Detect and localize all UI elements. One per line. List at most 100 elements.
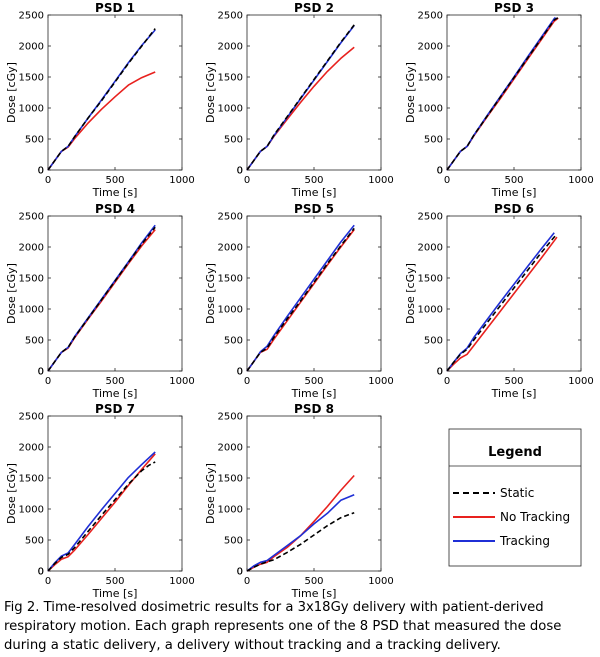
series-line-no-tracking [246, 46, 355, 171]
x-tick-label: 1000 [568, 175, 593, 186]
x-axis-label: Time [s] [92, 186, 138, 199]
chart-title: PSD 2 [294, 1, 334, 15]
y-tick-label: 0 [237, 367, 243, 378]
y-axis-label: Dose [cGy] [404, 263, 417, 324]
y-tick-label: 1500 [218, 274, 243, 285]
series-line-tracking [246, 224, 355, 372]
series-line-tracking [47, 451, 156, 572]
x-tick-label: 0 [45, 376, 51, 387]
y-tick-label: 1000 [19, 104, 44, 115]
y-tick-label: 1500 [19, 73, 44, 84]
series-line-static [47, 461, 156, 572]
y-tick-label: 1000 [418, 104, 443, 115]
y-tick-label: 0 [38, 567, 44, 578]
y-tick-label: 500 [25, 536, 44, 547]
chart-title: PSD 7 [95, 402, 135, 416]
x-tick-label: 500 [304, 376, 323, 387]
series-line-static [47, 226, 156, 372]
series-line-tracking [446, 232, 555, 372]
x-axis-label: Time [s] [92, 587, 138, 600]
x-axis-label: Time [s] [291, 587, 337, 600]
y-tick-label: 1500 [19, 474, 44, 485]
x-axis-label: Time [s] [92, 387, 138, 400]
x-axis-label: Time [s] [491, 387, 537, 400]
y-tick-label: 2500 [218, 212, 243, 223]
x-tick-label: 0 [244, 576, 250, 587]
x-axis-label: Time [s] [291, 186, 337, 199]
series-line-no-tracking [47, 71, 156, 171]
y-tick-label: 2000 [418, 243, 443, 254]
figure-caption: Fig 2. Time-resolved dosimetric results … [4, 600, 562, 653]
y-axis-label: Dose [cGy] [5, 263, 18, 324]
chart-title: PSD 5 [294, 202, 334, 216]
y-tick-label: 1500 [218, 73, 243, 84]
x-tick-label: 500 [304, 576, 323, 587]
y-tick-label: 500 [424, 135, 443, 146]
y-tick-label: 0 [38, 367, 44, 378]
legend-title: Legend [488, 445, 542, 460]
y-tick-label: 0 [437, 367, 443, 378]
series-line-static [446, 234, 558, 372]
y-tick-label: 2500 [418, 212, 443, 223]
y-tick-label: 500 [224, 135, 243, 146]
plot-frame [246, 215, 382, 372]
series-line-static [246, 24, 355, 171]
x-tick-label: 1000 [368, 376, 393, 387]
y-tick-label: 1000 [19, 305, 44, 316]
y-tick-label: 0 [437, 166, 443, 177]
legend: Legend Static No Tracking Tracking [448, 428, 582, 567]
y-tick-label: 0 [237, 567, 243, 578]
x-tick-label: 1000 [568, 376, 593, 387]
series-line-tracking [446, 16, 557, 171]
x-tick-label: 0 [444, 175, 450, 186]
plot-frame [246, 415, 382, 572]
y-tick-label: 500 [25, 336, 44, 347]
x-tick-label: 500 [105, 576, 124, 587]
y-tick-label: 0 [38, 567, 44, 578]
x-tick-label: 0 [45, 576, 51, 587]
y-tick-label: 1000 [19, 505, 44, 516]
y-tick-label: 1000 [218, 505, 243, 516]
series-line-no-tracking [446, 236, 558, 372]
y-tick-label: 2500 [19, 11, 44, 22]
y-tick-label: 1000 [218, 305, 243, 316]
x-tick-label: 500 [504, 175, 523, 186]
y-tick-label: 500 [424, 336, 443, 347]
x-tick-label: 0 [444, 376, 450, 387]
legend-label-no-tracking: No Tracking [500, 510, 570, 524]
y-tick-label: 2500 [218, 11, 243, 22]
y-tick-label: 0 [38, 166, 44, 177]
y-tick-label: 2500 [19, 412, 44, 423]
y-tick-label: 500 [224, 336, 243, 347]
y-tick-label: 500 [224, 536, 243, 547]
y-tick-label: 2000 [218, 443, 243, 454]
y-tick-label: 2000 [218, 243, 243, 254]
x-tick-label: 500 [105, 376, 124, 387]
x-axis-label: Time [s] [291, 387, 337, 400]
x-tick-label: 500 [504, 376, 523, 387]
y-tick-label: 2000 [19, 443, 44, 454]
y-axis-label: Dose [cGy] [204, 62, 217, 123]
y-tick-label: 2000 [218, 42, 243, 53]
x-tick-label: 500 [304, 175, 323, 186]
series-line-no-tracking [47, 453, 156, 572]
y-tick-label: 2000 [19, 243, 44, 254]
y-axis-label: Dose [cGy] [204, 463, 217, 524]
y-axis-label: Dose [cGy] [404, 62, 417, 123]
y-tick-label: 1500 [418, 73, 443, 84]
series-line-static [246, 511, 355, 572]
chart-title: PSD 8 [294, 402, 334, 416]
legend-box [448, 428, 582, 567]
x-axis-label: Time [s] [491, 186, 537, 199]
y-tick-label: 2500 [19, 212, 44, 223]
x-tick-label: 1000 [368, 175, 393, 186]
series-line-no-tracking [246, 474, 355, 572]
x-tick-label: 1000 [169, 576, 194, 587]
y-axis-label: Dose [cGy] [204, 263, 217, 324]
